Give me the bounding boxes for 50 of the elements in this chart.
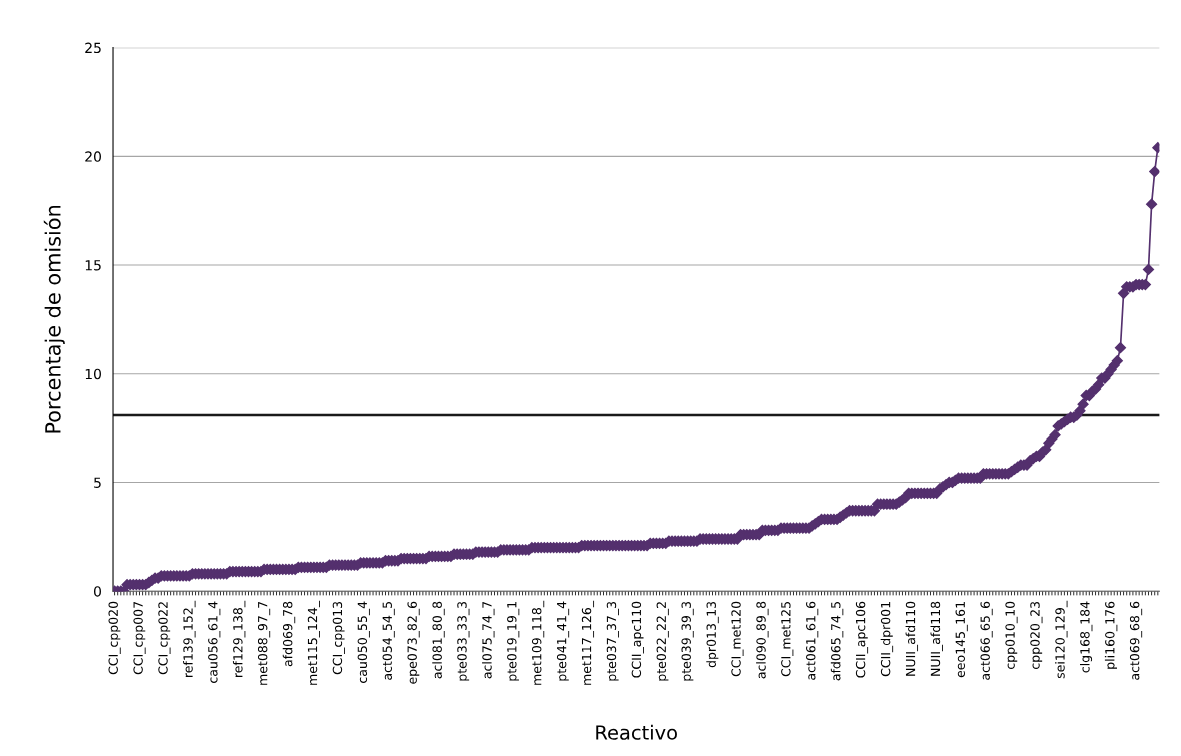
x-tick-label: pte019_19_1 [507, 602, 520, 681]
x-tick-label: pli160_176 [1104, 601, 1118, 669]
x-tick-label: CCI_cpp013 [332, 601, 345, 675]
x-tick-label: epe073_82_6 [407, 601, 420, 684]
x-tick-label: acl081_80_8 [432, 601, 445, 679]
y-axis-title: Porcentaje de omisión [43, 205, 65, 433]
x-tick-label: met117_126_ [581, 600, 595, 685]
x-tick-label: pte022_22_2 [656, 602, 669, 681]
x-tick-label: met088_97_7 [257, 601, 271, 685]
x-tick-label: pte041_41_4 [556, 601, 570, 681]
x-tick-label: clg168_184 [1079, 601, 1093, 673]
x-tick-label: cau050_55_4 [357, 601, 370, 683]
x-tick-label: pte033_33_3 [457, 601, 470, 681]
x-tick-label: CCI_cpp007 [133, 601, 146, 675]
x-tick-label: CCI_cpp020 [108, 601, 121, 675]
x-tick-label: cau056_61_4 [208, 601, 221, 683]
x-tick-label: act061_61_6 [806, 601, 819, 680]
y-tick-label: 10 [85, 368, 101, 380]
x-tick-label: CCII_apc106 [855, 601, 869, 678]
x-tick-label: act069_68_6 [1129, 601, 1143, 680]
x-tick-label: pte037_37_3 [606, 601, 619, 681]
x-tick-label: CCI_cpp022 [158, 602, 171, 675]
x-tick-label: acl075_74_7 [482, 601, 495, 679]
x-tick-label: CCII_dpr001 [880, 602, 894, 677]
x-tick-label: cpp020_23 [1030, 601, 1043, 669]
x-tick-label: act054_54_5 [382, 602, 395, 680]
x-tick-label: CCI_met120 [731, 601, 744, 677]
x-tick-label: afd065_74_5 [830, 602, 844, 681]
x-tick-label: dpr013_13 [706, 601, 719, 668]
x-tick-label: ref129_138_ [232, 600, 246, 677]
y-tick-label: 25 [85, 42, 101, 54]
x-tick-label: act066_65_6 [980, 601, 993, 680]
x-tick-label: sei120_129_ [1055, 600, 1068, 679]
x-tick-label: NUII_afd118 [930, 601, 943, 676]
x-tick-label: CCI_met125 [781, 602, 794, 677]
x-tick-label: CCII_apc110 [631, 601, 644, 678]
x-axis-title: Reactivo [596, 724, 677, 740]
y-tick-label: 20 [85, 151, 101, 162]
x-tick-label: met115_124_ [307, 600, 320, 685]
y-tick-label: 5 [94, 477, 101, 488]
x-tick-label: acl090_89_8 [756, 601, 769, 679]
x-tick-label: eeo145_161 [955, 602, 968, 678]
x-tick-label: NUII_afd110 [905, 601, 919, 676]
x-tick-label: cpp010_10 [1005, 601, 1018, 669]
x-tick-label: ref139_152_ [183, 600, 196, 677]
y-tick-label: 0 [93, 586, 101, 597]
x-tick-label: met109_118_ [532, 600, 545, 685]
x-tick-label: afd069_78 [282, 601, 296, 667]
x-tick-label: pte039_39_3 [681, 601, 694, 681]
y-tick-label: 15 [85, 260, 101, 271]
